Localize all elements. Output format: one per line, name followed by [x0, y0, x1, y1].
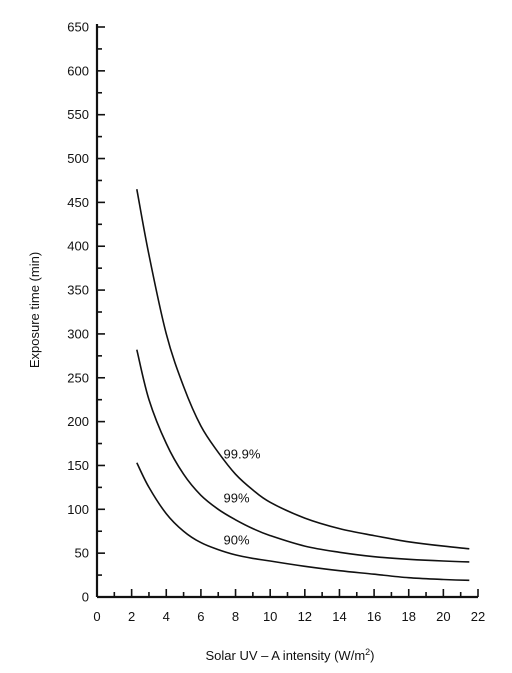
series-labels: 99.9% 99% 90%: [224, 446, 261, 547]
y-tick-label: 400: [67, 239, 89, 254]
x-tick-label: 0: [93, 609, 100, 624]
series-label-2: 99%: [224, 490, 250, 505]
x-axis-title-superscript: 2: [365, 647, 370, 657]
y-tick-label: 450: [67, 195, 89, 210]
x-tick-label: 12: [298, 609, 312, 624]
series-curves: [136, 189, 470, 582]
y-tick-label: 50: [75, 546, 89, 561]
x-tick-label: 6: [197, 609, 204, 624]
y-tick-label: 600: [67, 63, 89, 78]
x-tick-label: 22: [471, 609, 485, 624]
x-tick-label: 2: [128, 609, 135, 624]
x-axis-title-main: Solar UV – A intensity (W/m: [205, 648, 365, 663]
x-tick-label: 8: [232, 609, 239, 624]
x-tick-label: 16: [367, 609, 381, 624]
x-axis-ticks: 0 2 4 6 8 10 12 14 16 18 20 22: [93, 589, 485, 624]
y-tick-label: 150: [67, 458, 89, 473]
y-tick-label: 300: [67, 326, 89, 341]
x-tick-label: 14: [332, 609, 346, 624]
series-line-1: [136, 189, 470, 550]
x-tick-label: 18: [401, 609, 415, 624]
series-line-3: [136, 462, 470, 582]
y-tick-label: 550: [67, 107, 89, 122]
y-tick-label: 200: [67, 414, 89, 429]
x-tick-label: 10: [263, 609, 277, 624]
y-axis-ticks: 0 50 100 150 200 250 300 350 400 450 500 550 600 650: [67, 20, 105, 605]
series-line-2: [136, 349, 470, 563]
series-label-3: 90%: [224, 532, 250, 547]
y-tick-label: 500: [67, 151, 89, 166]
y-tick-label: 350: [67, 283, 89, 298]
x-axis-title-tail: ): [370, 648, 374, 663]
x-tick-label: 20: [436, 609, 450, 624]
y-tick-label: 650: [67, 20, 89, 35]
y-axis-title: Exposure time (min): [27, 252, 42, 368]
x-axis-title: Solar UV – A intensity (W/m2): [205, 647, 374, 663]
y-tick-label: 250: [67, 370, 89, 385]
x-tick-label: 4: [163, 609, 170, 624]
series-label-1: 99.9%: [224, 446, 261, 461]
y-tick-label: 100: [67, 502, 89, 517]
y-tick-label: 0: [82, 590, 89, 605]
